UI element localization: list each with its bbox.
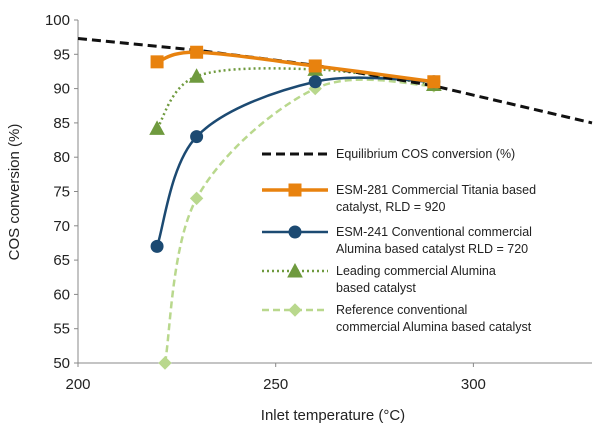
x-tick-label: 250 (263, 376, 288, 393)
y-tick-label: 100 (45, 12, 70, 29)
data-point (158, 356, 172, 370)
legend-label: catalyst, RLD = 920 (336, 200, 445, 214)
legend-label: Reference conventional (336, 303, 467, 317)
legend-label: ESM-241 Conventional commercial (336, 225, 532, 239)
x-axis-title: Inlet temperature (°C) (261, 407, 405, 423)
y-tick-label: 85 (53, 115, 70, 132)
data-point (150, 239, 164, 253)
data-point (427, 75, 441, 89)
y-axis-title: COS conversion (%) (6, 124, 23, 261)
y-tick-label: 70 (53, 218, 70, 235)
legend-label: based catalyst (336, 281, 416, 295)
data-point (189, 191, 204, 206)
legend-swatch-marker (288, 225, 302, 239)
series-1 (77, 37, 593, 125)
y-tick-label: 60 (53, 286, 70, 303)
legend-entry-5: Reference conventional commercial Alumina… (262, 303, 532, 334)
legend-label: ESM-281 Commercial Titania based (336, 183, 536, 197)
tick-labels: 50 55 60 65 70 75 80 85 90 95 100 200 250 300 (45, 12, 486, 393)
y-tick-label: 55 (53, 321, 70, 338)
x-tick-label: 300 (461, 376, 486, 393)
data-point (308, 59, 322, 73)
y-tick-label: 80 (53, 149, 70, 166)
series-line (155, 76, 436, 248)
legend-entry-3: ESM-241 Conventional commercial Alumina b… (262, 225, 532, 256)
y-tick-label: 50 (53, 355, 70, 372)
data-point (308, 75, 322, 89)
y-tick-label: 75 (53, 184, 70, 201)
series-layer (77, 37, 593, 370)
data-point (149, 120, 165, 135)
legend-label: commercial Alumina based catalyst (336, 320, 532, 334)
legend-swatch-marker (287, 262, 303, 278)
legend-label: Leading commercial Alumina (336, 264, 496, 278)
data-point (188, 68, 205, 83)
series-2 (150, 45, 441, 89)
x-tick-label: 200 (65, 376, 90, 393)
series-line (155, 50, 436, 84)
legend-entry-1: Equilibrium COS conversion (%) (262, 147, 515, 161)
legend-entry-4: Leading commercial Alumina based catalyst (262, 262, 496, 295)
data-point (190, 130, 204, 144)
legend-entry-2: ESM-281 Commercial Titania based catalyst… (262, 183, 536, 214)
y-tick-label: 65 (53, 252, 70, 269)
legend-label: Alumina based catalyst RLD = 720 (336, 242, 528, 256)
legend: Equilibrium COS conversion (%) ESM-281 Co… (262, 147, 536, 334)
legend-swatch-marker (288, 303, 302, 317)
data-point (190, 45, 204, 59)
series-line (77, 37, 593, 125)
y-tick-label: 95 (53, 46, 70, 63)
series-line (163, 78, 434, 364)
data-point (150, 55, 164, 69)
legend-label: Equilibrium COS conversion (%) (336, 147, 515, 161)
legend-swatch-marker (288, 183, 302, 197)
y-tick-label: 90 (53, 81, 70, 98)
